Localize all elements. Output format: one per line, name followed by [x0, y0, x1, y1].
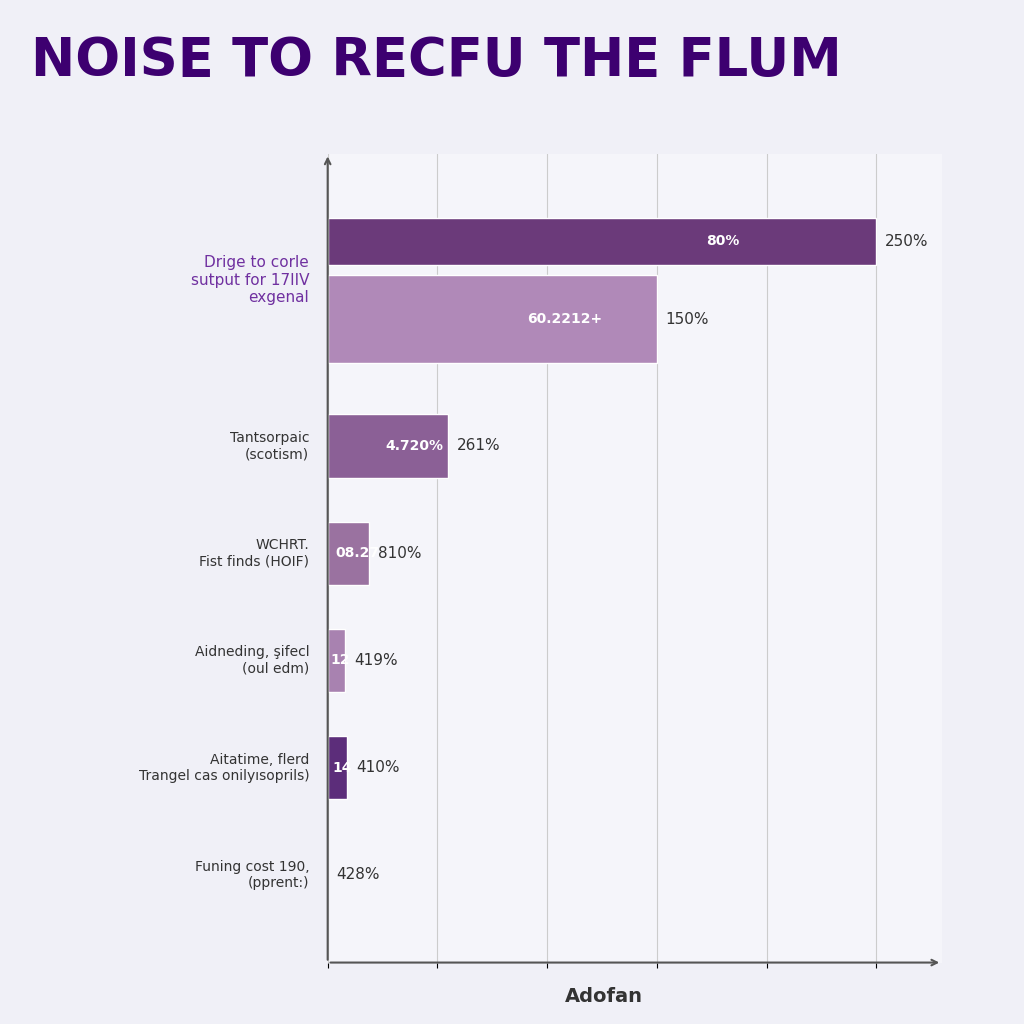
Text: 428%: 428% [337, 867, 380, 883]
Bar [328, 415, 449, 477]
Text: Aidneding, şifecl
(oul edm): Aidneding, şifecl (oul edm) [195, 645, 309, 676]
Text: 14: 14 [332, 761, 351, 774]
Text: 250%: 250% [885, 233, 929, 249]
Text: Aitatime, flerd
Trangel cas onilyısoprils): Aitatime, flerd Trangel cas onilyısopril… [138, 753, 309, 782]
Text: 08.27: 08.27 [336, 546, 380, 560]
Text: 12: 12 [331, 653, 350, 668]
Text: 410%: 410% [356, 760, 399, 775]
Text: WCHRT.
Fist finds (HOIF): WCHRT. Fist finds (HOIF) [200, 538, 309, 568]
Text: NOISE TO RECFU THE FLUM: NOISE TO RECFU THE FLUM [31, 36, 842, 87]
Text: 150%: 150% [666, 311, 709, 327]
Text: Funing cost 190,
(pprent:): Funing cost 190, (pprent:) [195, 860, 309, 890]
Bar [328, 629, 345, 692]
Text: 419%: 419% [354, 653, 397, 668]
Bar [328, 275, 656, 364]
Bar [328, 736, 347, 800]
Text: Tantsorpaic
(scotism): Tantsorpaic (scotism) [229, 431, 309, 461]
Text: 261%: 261% [457, 438, 501, 454]
Text: 4.720%: 4.720% [386, 439, 443, 453]
Bar [328, 218, 877, 265]
Bar [328, 521, 370, 585]
Text: 810%: 810% [378, 546, 422, 561]
Text: Adofan: Adofan [565, 987, 643, 1006]
Text: 80%: 80% [706, 234, 739, 248]
Text: 60.2212+: 60.2212+ [527, 312, 602, 327]
Text: Drige to corle
sutput for 17IIV
exgenal: Drige to corle sutput for 17IIV exgenal [190, 255, 309, 305]
